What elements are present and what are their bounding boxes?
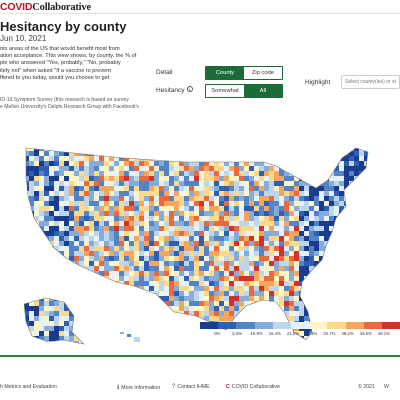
- description-line: ffered to you today, would you choose to…: [0, 74, 110, 81]
- more-info-link[interactable]: More information: [121, 385, 161, 391]
- legend-tick-label: 0%: [214, 331, 221, 336]
- footer-copyright: © 2021: [358, 384, 375, 390]
- logo-text: COVID: [0, 1, 33, 13]
- covid-collaborative-logo[interactable]: COVIDCollaborative: [0, 1, 91, 13]
- hesitancy-toggle: Somewhat All: [205, 84, 283, 98]
- legend: 0% 5.5% 10.9% 16.4% 21.8% 27.3% 32.7% 38.2% 43.6…: [200, 322, 400, 337]
- legend-tick-label: 16.4%: [268, 331, 281, 336]
- source-note: ID-19 Symptom Survey (this research is b…: [0, 97, 148, 110]
- footer-ihme-text: h Metrics and Evaluation: [0, 384, 57, 390]
- legend-color-bar: [200, 322, 400, 329]
- collab-logo-icon: C: [226, 384, 230, 390]
- collab-link[interactable]: COVID Collaborative: [231, 384, 280, 390]
- legend-tick-label: 5.5%: [232, 331, 243, 336]
- legend-tick-label: 10.9%: [250, 331, 263, 336]
- legend-swatch: [254, 322, 273, 329]
- question-icon: ?: [172, 384, 176, 390]
- detail-zipcode-button[interactable]: Zip code: [244, 67, 282, 79]
- legend-swatch: [345, 322, 364, 329]
- footer-contact[interactable]: ? Contact IHME: [172, 384, 210, 390]
- legend-swatch: [290, 322, 310, 329]
- legend-swatch: [236, 322, 255, 329]
- legend-swatch: [218, 322, 237, 329]
- description-line: ation acceptance. This view shows, by co…: [0, 53, 137, 60]
- source-line: e Mellon University's Delphi Research Gr…: [0, 103, 139, 110]
- logo-brand: Collaborative: [32, 2, 91, 13]
- footer-more-info[interactable]: ℹ More information: [117, 384, 160, 391]
- page-date: Jun 10, 2021: [0, 34, 47, 43]
- legend-ticks: 0% 5.5% 10.9% 16.4% 21.8% 27.3% 32.7% 38.2% 43.6…: [200, 329, 400, 337]
- legend-tick-label: 38.2%: [341, 331, 354, 336]
- legend-swatch: [363, 322, 382, 329]
- detail-label: Detail: [156, 69, 173, 76]
- footer: h Metrics and Evaluation ℹ More informati…: [0, 381, 400, 400]
- legend-tick-label: 49.1%: [377, 331, 390, 336]
- divider-line: [0, 355, 400, 357]
- description-line: itely not" when asked "If a vaccine to p…: [0, 67, 111, 74]
- hesitancy-label-wrap: Hesitancy i: [156, 86, 193, 94]
- top-bar: COVIDCollaborative: [0, 0, 400, 14]
- legend-swatch: [327, 322, 346, 329]
- legend-tick-label: 43.6%: [359, 331, 372, 336]
- contact-link[interactable]: Contact IHME: [177, 384, 210, 390]
- hesitancy-label: Hesitancy: [156, 87, 185, 94]
- highlight-label: Highlight: [305, 79, 331, 86]
- footer-collab[interactable]: C COVID Collaborative: [226, 384, 280, 390]
- page-title: Hesitancy by county: [0, 19, 127, 34]
- legend-tick-label: 21.8%: [286, 331, 300, 336]
- legend-tick-label: 32.7%: [323, 331, 336, 336]
- hesitancy-somewhat-button[interactable]: Somewhat: [206, 85, 244, 97]
- legend-tick-label: 27.3%: [305, 331, 318, 336]
- legend-swatch: [309, 322, 328, 329]
- page-description: nts areas of the US that would benefit m…: [0, 46, 148, 82]
- w-logo-icon: W: [384, 384, 389, 390]
- legend-swatch: [381, 322, 400, 329]
- highlight-input[interactable]: [341, 75, 400, 89]
- source-line: ID-19 Symptom Survey (this research is b…: [0, 97, 129, 103]
- detail-toggle: County Zip code: [205, 66, 283, 80]
- detail-county-button[interactable]: County: [206, 67, 244, 79]
- us-county-map[interactable]: [24, 146, 400, 346]
- hesitancy-all-button[interactable]: All: [244, 85, 282, 97]
- info-icon[interactable]: i: [186, 86, 193, 92]
- description-line: ple who answered "Yes, probably," "No, p…: [0, 60, 121, 67]
- legend-swatch: [200, 322, 219, 329]
- legend-swatch: [272, 322, 291, 329]
- info-icon: ℹ: [117, 385, 120, 391]
- description-line: nts areas of the US that would benefit m…: [0, 46, 120, 52]
